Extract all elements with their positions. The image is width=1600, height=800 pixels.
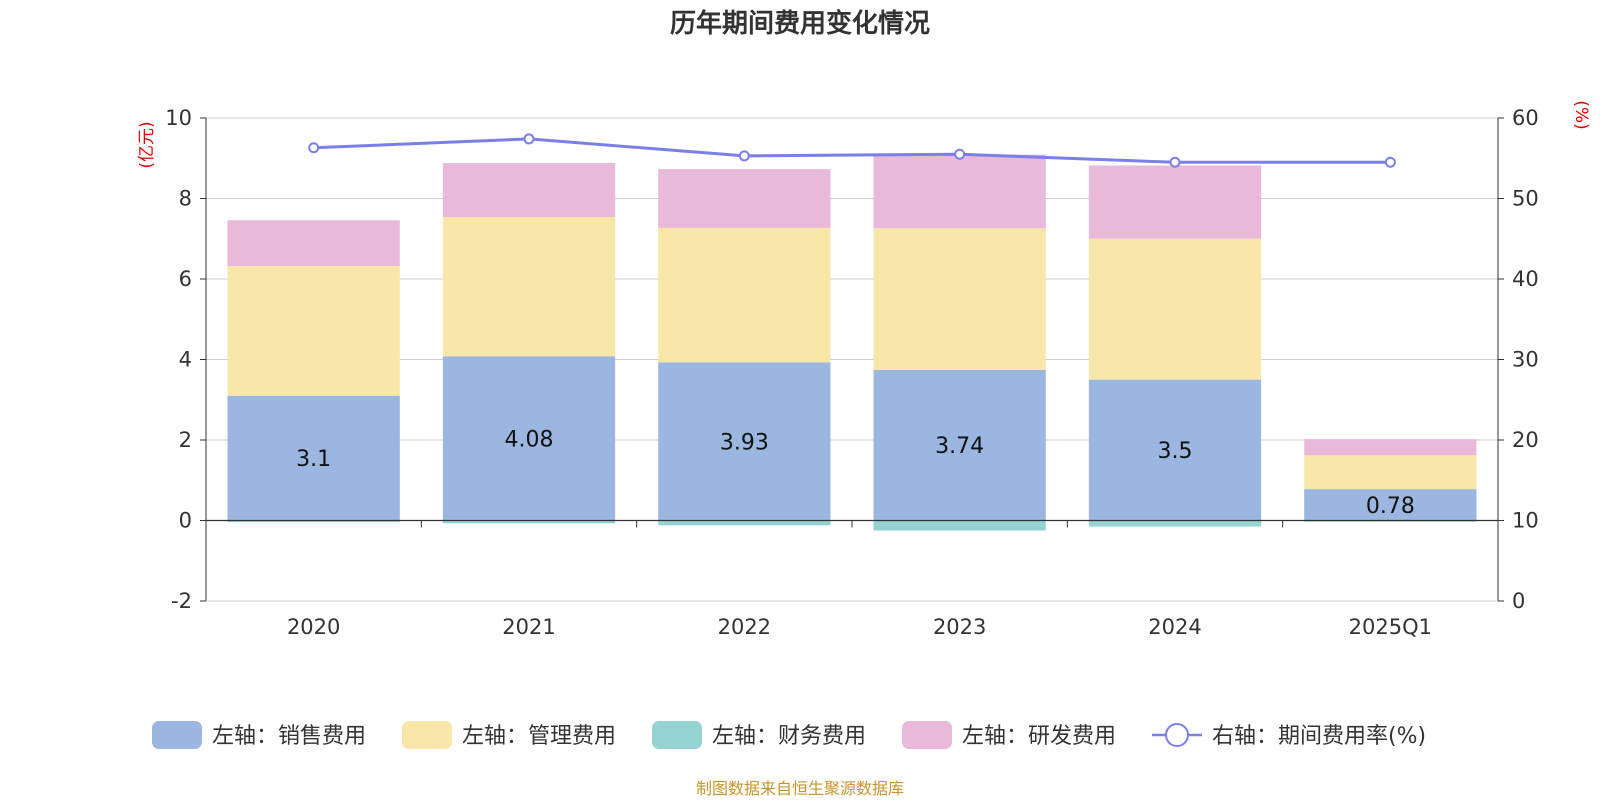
- data-labels: 3.1 4.08 3.93 3.74 3.5 0.78: [296, 427, 1415, 518]
- bar-segment[interactable]: [658, 169, 831, 228]
- legend-label: 右轴：期间费用率(%): [1212, 724, 1426, 749]
- rate-point[interactable]: [523, 133, 535, 145]
- rate-point[interactable]: [1384, 156, 1396, 168]
- bar-segment[interactable]: [442, 163, 616, 218]
- bar-segment[interactable]: [658, 520, 831, 526]
- legend-swatch: [902, 721, 952, 749]
- bar-segment[interactable]: [1304, 489, 1477, 521]
- x-axis-tick-label: 2021: [502, 615, 555, 639]
- legend-swatch: [652, 721, 702, 749]
- legend-swatch: [402, 721, 452, 749]
- left-axis-tick-label: -2: [171, 589, 192, 613]
- data-label: 3.5: [1158, 439, 1193, 464]
- legend-item[interactable]: 左轴：财务费用: [652, 721, 866, 749]
- right-axis-unit: (%): [1571, 100, 1591, 129]
- right-axis-tick-label: 10: [1512, 509, 1539, 533]
- right-axis-tick-label: 20: [1512, 428, 1539, 452]
- source-note: 制图数据来自恒生聚源数据库: [696, 779, 904, 798]
- data-label: 3.93: [720, 430, 769, 455]
- bar-segment[interactable]: [1088, 379, 1262, 521]
- bar-segment[interactable]: [1088, 165, 1262, 239]
- left-axis-tick-label: 6: [179, 267, 192, 291]
- rate-line-path: [313, 137, 1391, 164]
- legend-label: 左轴：研发费用: [962, 724, 1116, 749]
- left-axis-tick-label: 10: [165, 106, 192, 130]
- right-axis-tick-label: 0: [1512, 589, 1525, 613]
- left-axis-tick-label: 2: [179, 428, 192, 452]
- legend-item[interactable]: 右轴：期间费用率(%): [1152, 723, 1426, 749]
- x-axis-tick-label: 2023: [933, 615, 986, 639]
- chart-title: 历年期间费用变化情况: [670, 8, 930, 39]
- bar-segment[interactable]: [442, 217, 616, 357]
- bar-segment[interactable]: [227, 520, 400, 523]
- bar-segment[interactable]: [1304, 520, 1477, 522]
- rate-line: [308, 133, 1396, 168]
- left-axis-tick-label: 4: [179, 348, 192, 372]
- rate-point[interactable]: [738, 150, 750, 162]
- legend-label: 左轴：管理费用: [462, 724, 616, 749]
- bar-segment[interactable]: [1304, 455, 1477, 490]
- x-axis-tick-label: 2025Q1: [1349, 615, 1432, 639]
- legend[interactable]: 左轴：销售费用 左轴：管理费用 左轴：财务费用 左轴：研发费用 右轴：期间费用率(%): [152, 721, 1426, 749]
- bar-segment[interactable]: [227, 395, 400, 521]
- data-label: 0.78: [1366, 494, 1415, 519]
- left-axis-unit: (亿元): [137, 121, 157, 168]
- bar-segment[interactable]: [873, 154, 1046, 229]
- data-label: 3.1: [296, 447, 331, 472]
- bar-segment[interactable]: [1088, 238, 1262, 380]
- bar-segment[interactable]: [658, 227, 831, 363]
- left-axis-tick-label: 8: [179, 187, 192, 211]
- bar-segment[interactable]: [873, 228, 1046, 370]
- rate-point[interactable]: [308, 142, 320, 154]
- rate-point[interactable]: [954, 148, 966, 160]
- left-axis-tick-label: 0: [179, 509, 192, 533]
- bar-segment[interactable]: [442, 520, 616, 524]
- data-label: 4.08: [505, 427, 554, 452]
- bars: [227, 154, 1477, 531]
- bar-segment[interactable]: [442, 356, 616, 521]
- legend-swatch: [152, 721, 202, 749]
- bar-segment[interactable]: [873, 520, 1046, 531]
- right-axis-tick-label: 30: [1512, 348, 1539, 372]
- legend-circle-swatch: [1165, 723, 1189, 747]
- bar-segment[interactable]: [1304, 439, 1477, 456]
- bar-segment[interactable]: [658, 362, 831, 521]
- legend-item[interactable]: 左轴：研发费用: [902, 721, 1116, 749]
- right-axis-tick-label: 40: [1512, 267, 1539, 291]
- data-label: 3.74: [935, 434, 984, 459]
- legend-item[interactable]: 左轴：管理费用: [402, 721, 616, 749]
- x-axis-tick-label: 2020: [287, 615, 340, 639]
- legend-label: 左轴：销售费用: [212, 724, 366, 749]
- bar-segment[interactable]: [873, 369, 1046, 521]
- bar-segment[interactable]: [1088, 520, 1262, 527]
- right-axis-tick-label: 60: [1512, 106, 1539, 130]
- bar-segment[interactable]: [227, 220, 400, 267]
- legend-label: 左轴：财务费用: [712, 724, 866, 749]
- bar-segment[interactable]: [227, 266, 400, 396]
- rate-point[interactable]: [1169, 156, 1181, 168]
- x-axis-tick-label: 2024: [1148, 615, 1201, 639]
- x-axis-tick-label: 2022: [718, 615, 771, 639]
- axes: -2 0 2 4 6 8 10 0 10 20 30 40 50 60 2020 2021 2022 2023 20…: [165, 106, 1538, 639]
- right-axis-tick-label: 50: [1512, 187, 1539, 211]
- legend-item[interactable]: 左轴：销售费用: [152, 721, 366, 749]
